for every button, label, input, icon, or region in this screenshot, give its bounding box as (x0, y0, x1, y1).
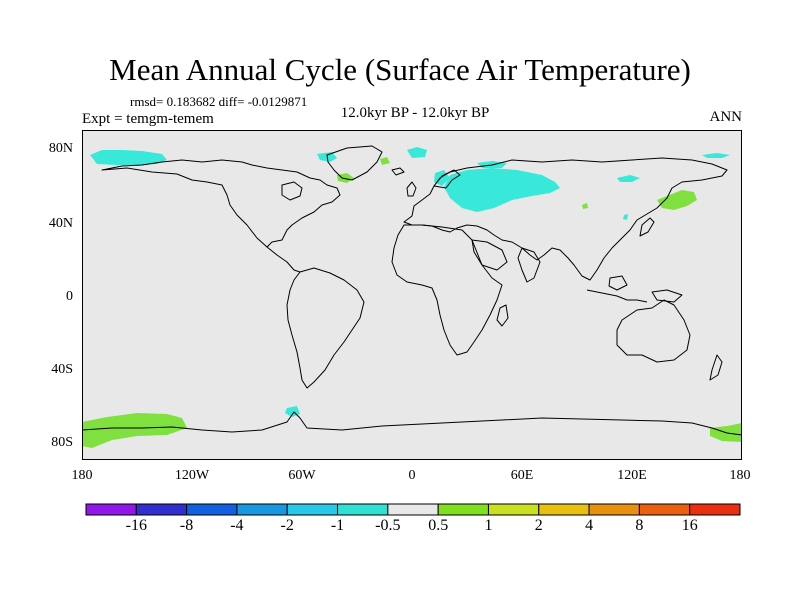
lon-label-60w: 60W (288, 468, 316, 483)
legend-label: -16 (125, 517, 147, 534)
experiment-label: Expt = temgm-temem (82, 111, 214, 127)
lon-label-120w: 120W (174, 468, 210, 483)
legend-label: 8 (635, 517, 644, 534)
legend-swatch (487, 503, 540, 516)
period-label: 12.0kyr BP - 12.0kyr BP (340, 105, 490, 121)
coast-borneo (608, 275, 628, 291)
stats-text: rmsd= 0.183682 diff= -0.0129871 (130, 94, 308, 109)
coast-new-guinea (651, 289, 683, 303)
coast-africa (391, 224, 503, 356)
coast-indonesia (586, 289, 648, 303)
coast-india (517, 247, 541, 283)
map-frame (82, 130, 742, 460)
lat-label-40n: 40N (48, 216, 73, 231)
anomaly-region-east-siberia (617, 175, 640, 182)
lon-label-180w: 180 (71, 468, 93, 483)
legend-label: 2 (534, 517, 543, 534)
legend-swatch (437, 503, 489, 516)
color-legend (85, 503, 741, 521)
coast-greenland (326, 145, 383, 181)
coast-north-america (101, 159, 341, 248)
coast-antarctica (82, 411, 742, 436)
lat-label-0: 0 (66, 289, 73, 304)
legend-swatch (236, 503, 288, 516)
coast-eurasia (403, 157, 728, 281)
lon-label-180e: 180 (729, 468, 751, 483)
season-label: ANN (709, 109, 743, 125)
anomaly-region-okhotsk-pos (582, 203, 588, 209)
coast-central-america (266, 246, 301, 273)
anomaly-region-kamchatka-pos (657, 190, 697, 210)
map-background (82, 130, 742, 460)
legend-swatch (538, 503, 590, 516)
coast-british-isles (406, 181, 417, 197)
legend-swatch (186, 503, 238, 516)
legend-label: -1 (330, 517, 345, 534)
lon-label-60e: 60E (510, 468, 534, 483)
map-title: Mean Annual Cycle (Surface Air Temperatu… (109, 52, 691, 87)
coast-iceland (391, 167, 405, 176)
lat-label-80n: 80N (48, 141, 73, 156)
anomaly-region-greenland-sea (407, 147, 427, 158)
lat-label-40s: 40S (51, 362, 73, 377)
legend-label: 4 (585, 517, 594, 534)
lat-label-80s: 80S (51, 435, 73, 450)
coast-south-america (286, 267, 365, 389)
coast-australia (616, 299, 691, 363)
anomaly-region-arctic-canada (90, 150, 167, 165)
coastlines (82, 145, 742, 436)
lon-label-120e: 120E (617, 468, 647, 483)
coast-japan (639, 217, 655, 237)
anomaly-shading (82, 147, 742, 448)
legend-label: 1 (484, 517, 493, 534)
anomaly-region-siberia (444, 168, 560, 212)
legend-label: -4 (230, 517, 244, 534)
legend-swatch (135, 503, 188, 516)
anomaly-region-antarctica-west (82, 413, 187, 448)
coast-hudson-bay (281, 181, 303, 201)
legend-label: -0.5 (375, 517, 401, 534)
legend-label: -2 (280, 517, 294, 534)
anomaly-region-svalbard-pos (380, 157, 390, 165)
coast-arabia (471, 239, 508, 271)
legend-swatch (337, 503, 389, 516)
coast-scandinavia (433, 169, 461, 189)
legend-swatch (638, 503, 691, 516)
legend-swatch (387, 503, 439, 516)
legend-label: 0.5 (428, 517, 449, 534)
coast-madagascar (496, 304, 509, 327)
legend-swatch (85, 503, 137, 516)
legend-label: -8 (179, 517, 194, 534)
legend-swatch (588, 503, 640, 516)
legend-bar (85, 503, 741, 516)
legend-swatch (286, 503, 339, 516)
anomaly-region-kamchatka (623, 214, 628, 220)
map-panel (82, 130, 742, 460)
anomaly-region-pacific-nw (702, 153, 730, 158)
coast-new-zealand (709, 354, 723, 381)
lon-label-0: 0 (408, 468, 416, 483)
legend-swatch (689, 503, 741, 516)
legend-label: 16 (681, 517, 698, 534)
anomaly-region-greenland-pos (337, 173, 354, 183)
